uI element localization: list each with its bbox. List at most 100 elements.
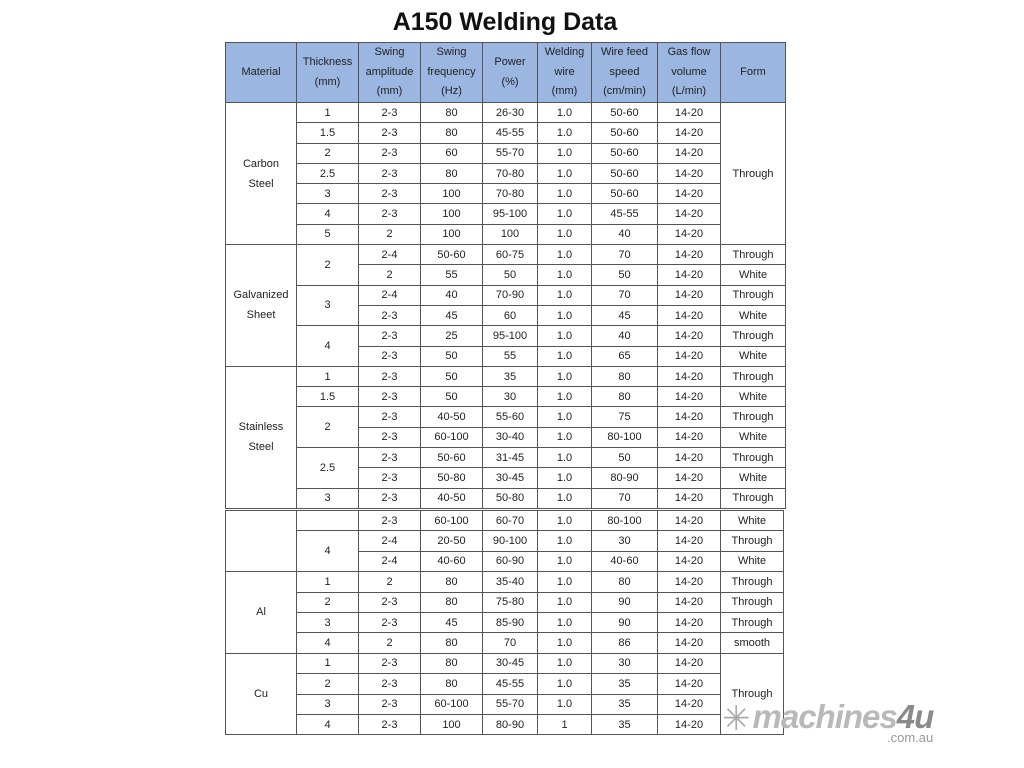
table-row: 3 2-4 40 70-90 1.0 70 14-20 Through [226, 284, 786, 327]
welding-wire-cell: 1.0 [537, 365, 592, 388]
table-row: Galvanized Sheet 2 2-4 50-60 60-75 1.0 70 14-20 T… [225, 244, 786, 367]
wire-feed-speed-cell: 35 [591, 713, 658, 736]
power-cell: 60-90 [482, 550, 538, 573]
gas-flow-cell: 14-20 [657, 284, 721, 306]
form-cell: Through [720, 652, 784, 736]
welding-wire-cell: 1.0 [537, 447, 592, 469]
wire-feed-speed-cell: 80 [591, 386, 658, 408]
wire-feed-speed-cell: 50 [591, 447, 658, 469]
swing-amplitude-cell: 2-4 [358, 284, 421, 306]
gas-flow-cell: 14-20 [657, 509, 721, 532]
swing-frequency-cell: 100 [420, 183, 483, 205]
form-cell: White [720, 467, 786, 489]
header-welding-wire: Welding wire (mm) [537, 42, 592, 103]
form-cell: Through [720, 406, 786, 428]
thickness-cell: 4 [296, 713, 359, 736]
wire-feed-speed-cell: 50-60 [591, 183, 658, 205]
swing-amplitude-cell: 2-3 [358, 345, 421, 367]
thickness-cell: 4 [296, 530, 359, 573]
swing-amplitude-cell: 2-4 [358, 550, 421, 573]
table-row: 2.5 2-3 80 70-80 1.0 50-60 14-20 [226, 162, 786, 185]
form-cell: Through [720, 530, 784, 552]
swing-frequency-cell: 50 [420, 345, 483, 367]
table-row: 2-4 40-60 60-90 1.0 40-60 14-20 White [226, 550, 784, 573]
thickness-cell: 1 [296, 652, 359, 675]
swing-frequency-cell: 100 [420, 713, 483, 736]
welding-wire-cell: 1.0 [537, 487, 592, 509]
welding-wire-cell: 1.0 [537, 591, 592, 613]
welding-data-table-part-2: 2-3 60-100 60-70 1.0 80-100 14-20 White 4 2-4 20-… [225, 509, 784, 736]
gas-flow-cell: 14-20 [657, 550, 721, 573]
material-cell: Al [225, 571, 297, 654]
welding-wire-cell: 1.0 [537, 571, 592, 593]
power-cell: 45-55 [482, 122, 538, 144]
wire-feed-speed-cell: 80 [591, 571, 658, 593]
power-cell: 70-80 [482, 162, 538, 185]
swing-amplitude-cell: 2-3 [358, 487, 421, 509]
power-cell: 30 [482, 386, 538, 408]
form-cell: Through [720, 365, 786, 388]
swing-frequency-cell: 80 [420, 652, 483, 675]
power-cell: 55-70 [482, 142, 538, 164]
gas-flow-cell: 14-20 [657, 571, 721, 593]
wire-feed-speed-cell: 80-100 [591, 509, 658, 532]
swing-frequency-cell: 80 [420, 162, 483, 185]
form-cell: smooth [720, 632, 784, 654]
swing-frequency-cell: 80 [420, 101, 483, 124]
gas-flow-cell: 14-20 [657, 122, 721, 144]
wire-feed-speed-cell: 50-60 [591, 101, 658, 124]
thickness-cell: 2.5 [296, 162, 359, 185]
form-cell: White [720, 264, 786, 286]
power-cell: 75-80 [482, 591, 538, 613]
gas-flow-cell: 14-20 [657, 183, 721, 205]
gas-flow-cell: 14-20 [657, 713, 721, 736]
welding-data-table-part-1: Material Thickness (mm) Swing amplitude (mm) S… [225, 42, 786, 509]
power-cell: 50 [482, 264, 538, 286]
machines4u-logo: ✳ machines4u .com.au [722, 698, 935, 745]
power-cell: 31-45 [482, 447, 538, 469]
table-row: 4 2-3 100 80-90 1 35 14-20 [226, 713, 784, 736]
header-gas-flow-volume: Gas flow volume (L/min) [657, 42, 721, 103]
form-cell: Through [720, 611, 784, 634]
table-row: 1.5 2-3 50 30 1.0 80 14-20 White [226, 386, 786, 408]
wire-feed-speed-cell: 70 [591, 284, 658, 306]
swing-amplitude-cell: 2-3 [358, 467, 421, 489]
welding-wire-cell: 1.0 [537, 162, 592, 185]
form-cell: White [720, 386, 786, 408]
logo-domain: .com.au [887, 730, 934, 745]
wire-feed-speed-cell: 80 [591, 365, 658, 388]
power-cell: 30-45 [482, 467, 538, 489]
header-thickness: Thickness (mm) [296, 42, 359, 103]
swing-amplitude-cell: 2-3 [358, 304, 421, 327]
swing-frequency-cell: 80 [420, 673, 483, 695]
header-material: Material [225, 42, 297, 103]
gas-flow-cell: 14-20 [657, 325, 721, 347]
table-row: 4 2-3 100 95-100 1.0 45-55 14-20 [226, 203, 786, 225]
thickness-cell: 2 [296, 406, 359, 449]
welding-wire-cell: 1.0 [537, 632, 592, 654]
swing-amplitude-cell: 2-3 [358, 203, 421, 225]
swing-amplitude-cell: 2-3 [358, 591, 421, 613]
wire-feed-speed-cell: 70 [591, 244, 658, 266]
table-row: 2.5 2-3 50-60 31-45 1.0 50 14-20 Through [226, 447, 786, 489]
wire-feed-speed-cell: 30 [591, 652, 658, 675]
power-cell: 35 [482, 365, 538, 388]
form-cell: Through [720, 487, 786, 509]
swing-frequency-cell: 40-50 [420, 487, 483, 509]
swing-amplitude-cell: 2-3 [358, 713, 421, 736]
form-cell: Through [720, 591, 784, 613]
wire-feed-speed-cell: 90 [591, 591, 658, 613]
welding-wire-cell: 1.0 [537, 223, 592, 246]
gas-flow-cell: 14-20 [657, 693, 721, 715]
material-cell: Cu [225, 652, 297, 736]
gas-flow-cell: 14-20 [657, 487, 721, 509]
gas-flow-cell: 14-20 [657, 345, 721, 367]
power-cell: 85-90 [482, 611, 538, 634]
thickness-cell: 2 [296, 142, 359, 164]
form-cell: Through [720, 101, 786, 246]
table-row: Stainless Steel 1 2-3 50 35 1.0 80 14-20 Through [225, 365, 786, 509]
logo-text: machines4u [752, 698, 935, 735]
welding-wire-cell: 1.0 [537, 550, 592, 573]
welding-wire-cell: 1.0 [537, 203, 592, 225]
welding-wire-cell: 1.0 [537, 406, 592, 428]
